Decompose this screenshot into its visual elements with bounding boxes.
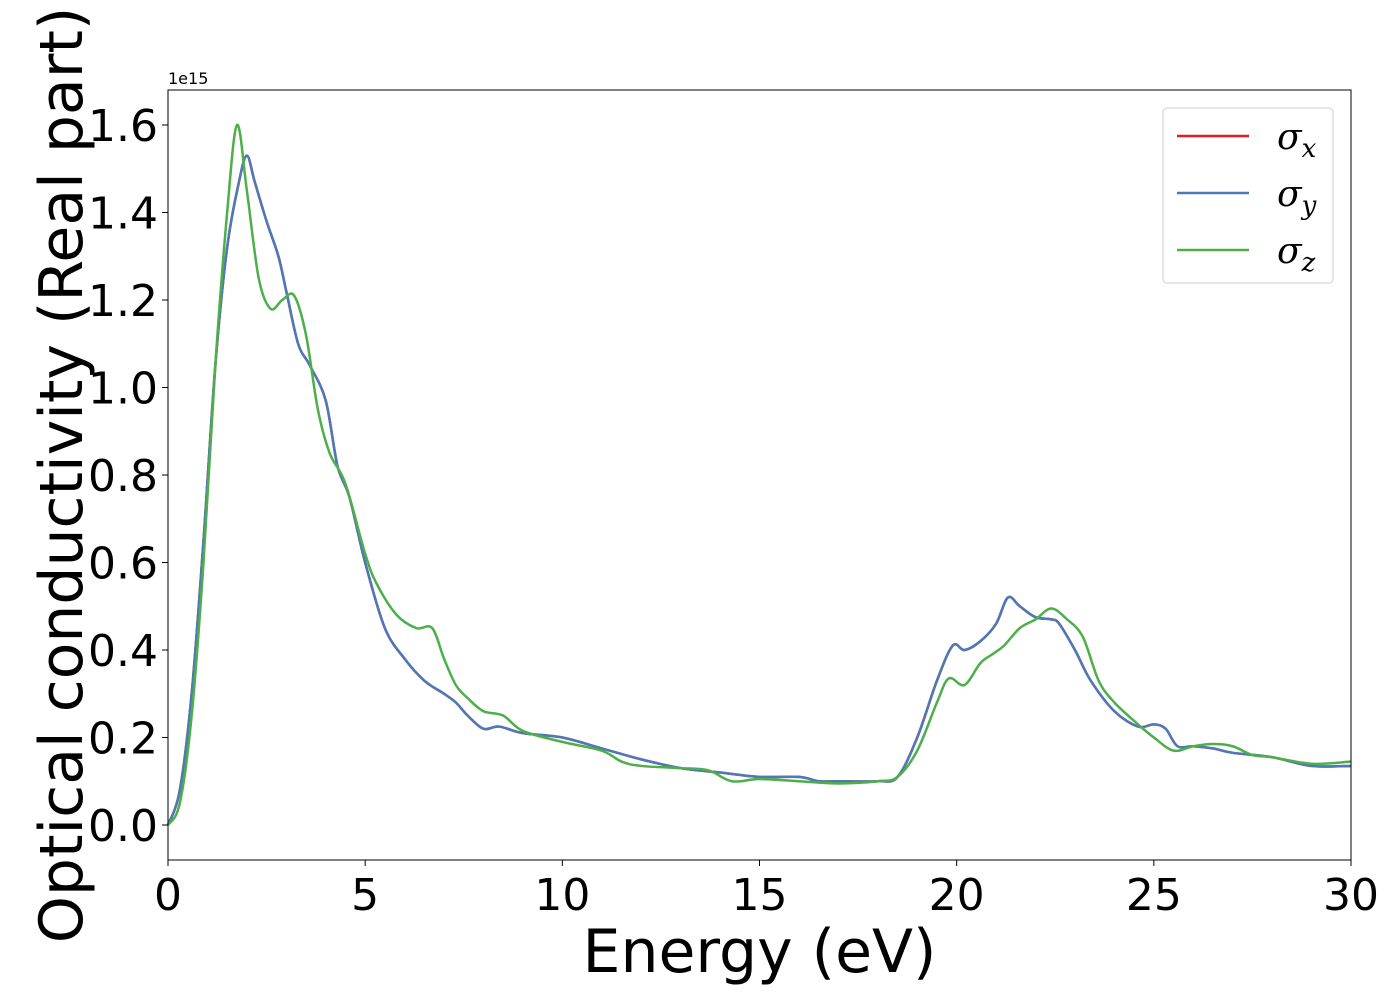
- y-tick-label: 0.6: [88, 539, 158, 590]
- x-tick-label: 20: [929, 870, 985, 921]
- legend-label-sigma-y: σy: [1277, 174, 1317, 221]
- y-tick-label: 1.4: [88, 189, 158, 240]
- y-axis-label: Optical conductivity (Real part): [27, 7, 97, 944]
- x-axis-label: Energy (eV): [583, 917, 937, 987]
- x-tick-label: 0: [154, 870, 182, 921]
- legend-box: [1162, 107, 1334, 284]
- x-tick-label: 25: [1126, 870, 1182, 921]
- legend-label-sigma-z: σz: [1277, 231, 1316, 278]
- series-line-sigma-z: [166, 123, 1352, 826]
- y-tick-label: 1.6: [88, 101, 158, 152]
- y-tick-label: 0.4: [88, 626, 158, 677]
- series-layer: [166, 123, 1352, 826]
- x-tick-label: 30: [1323, 870, 1379, 921]
- x-tick-label: 15: [732, 870, 788, 921]
- y-offset-label: 1e15: [168, 69, 208, 88]
- ticks-layer: 0 5 10 15 20 25 30 0.0 0.2 0.4 0.6 0.8 1.0 1.2 1.4 1.6: [88, 101, 1379, 921]
- legend: σx σy σz: [1162, 107, 1334, 284]
- series-line-sigma-y: [166, 154, 1352, 826]
- y-tick-label: 0.0: [88, 801, 158, 852]
- y-tick-label: 1.0: [88, 364, 158, 415]
- y-tick-label: 0.8: [88, 451, 158, 502]
- y-tick-label: 0.2: [88, 714, 158, 765]
- legend-label-sigma-x: σx: [1277, 117, 1317, 164]
- y-tick-label: 1.2: [88, 276, 158, 327]
- x-tick-label: 5: [351, 870, 379, 921]
- x-tick-label: 10: [534, 870, 590, 921]
